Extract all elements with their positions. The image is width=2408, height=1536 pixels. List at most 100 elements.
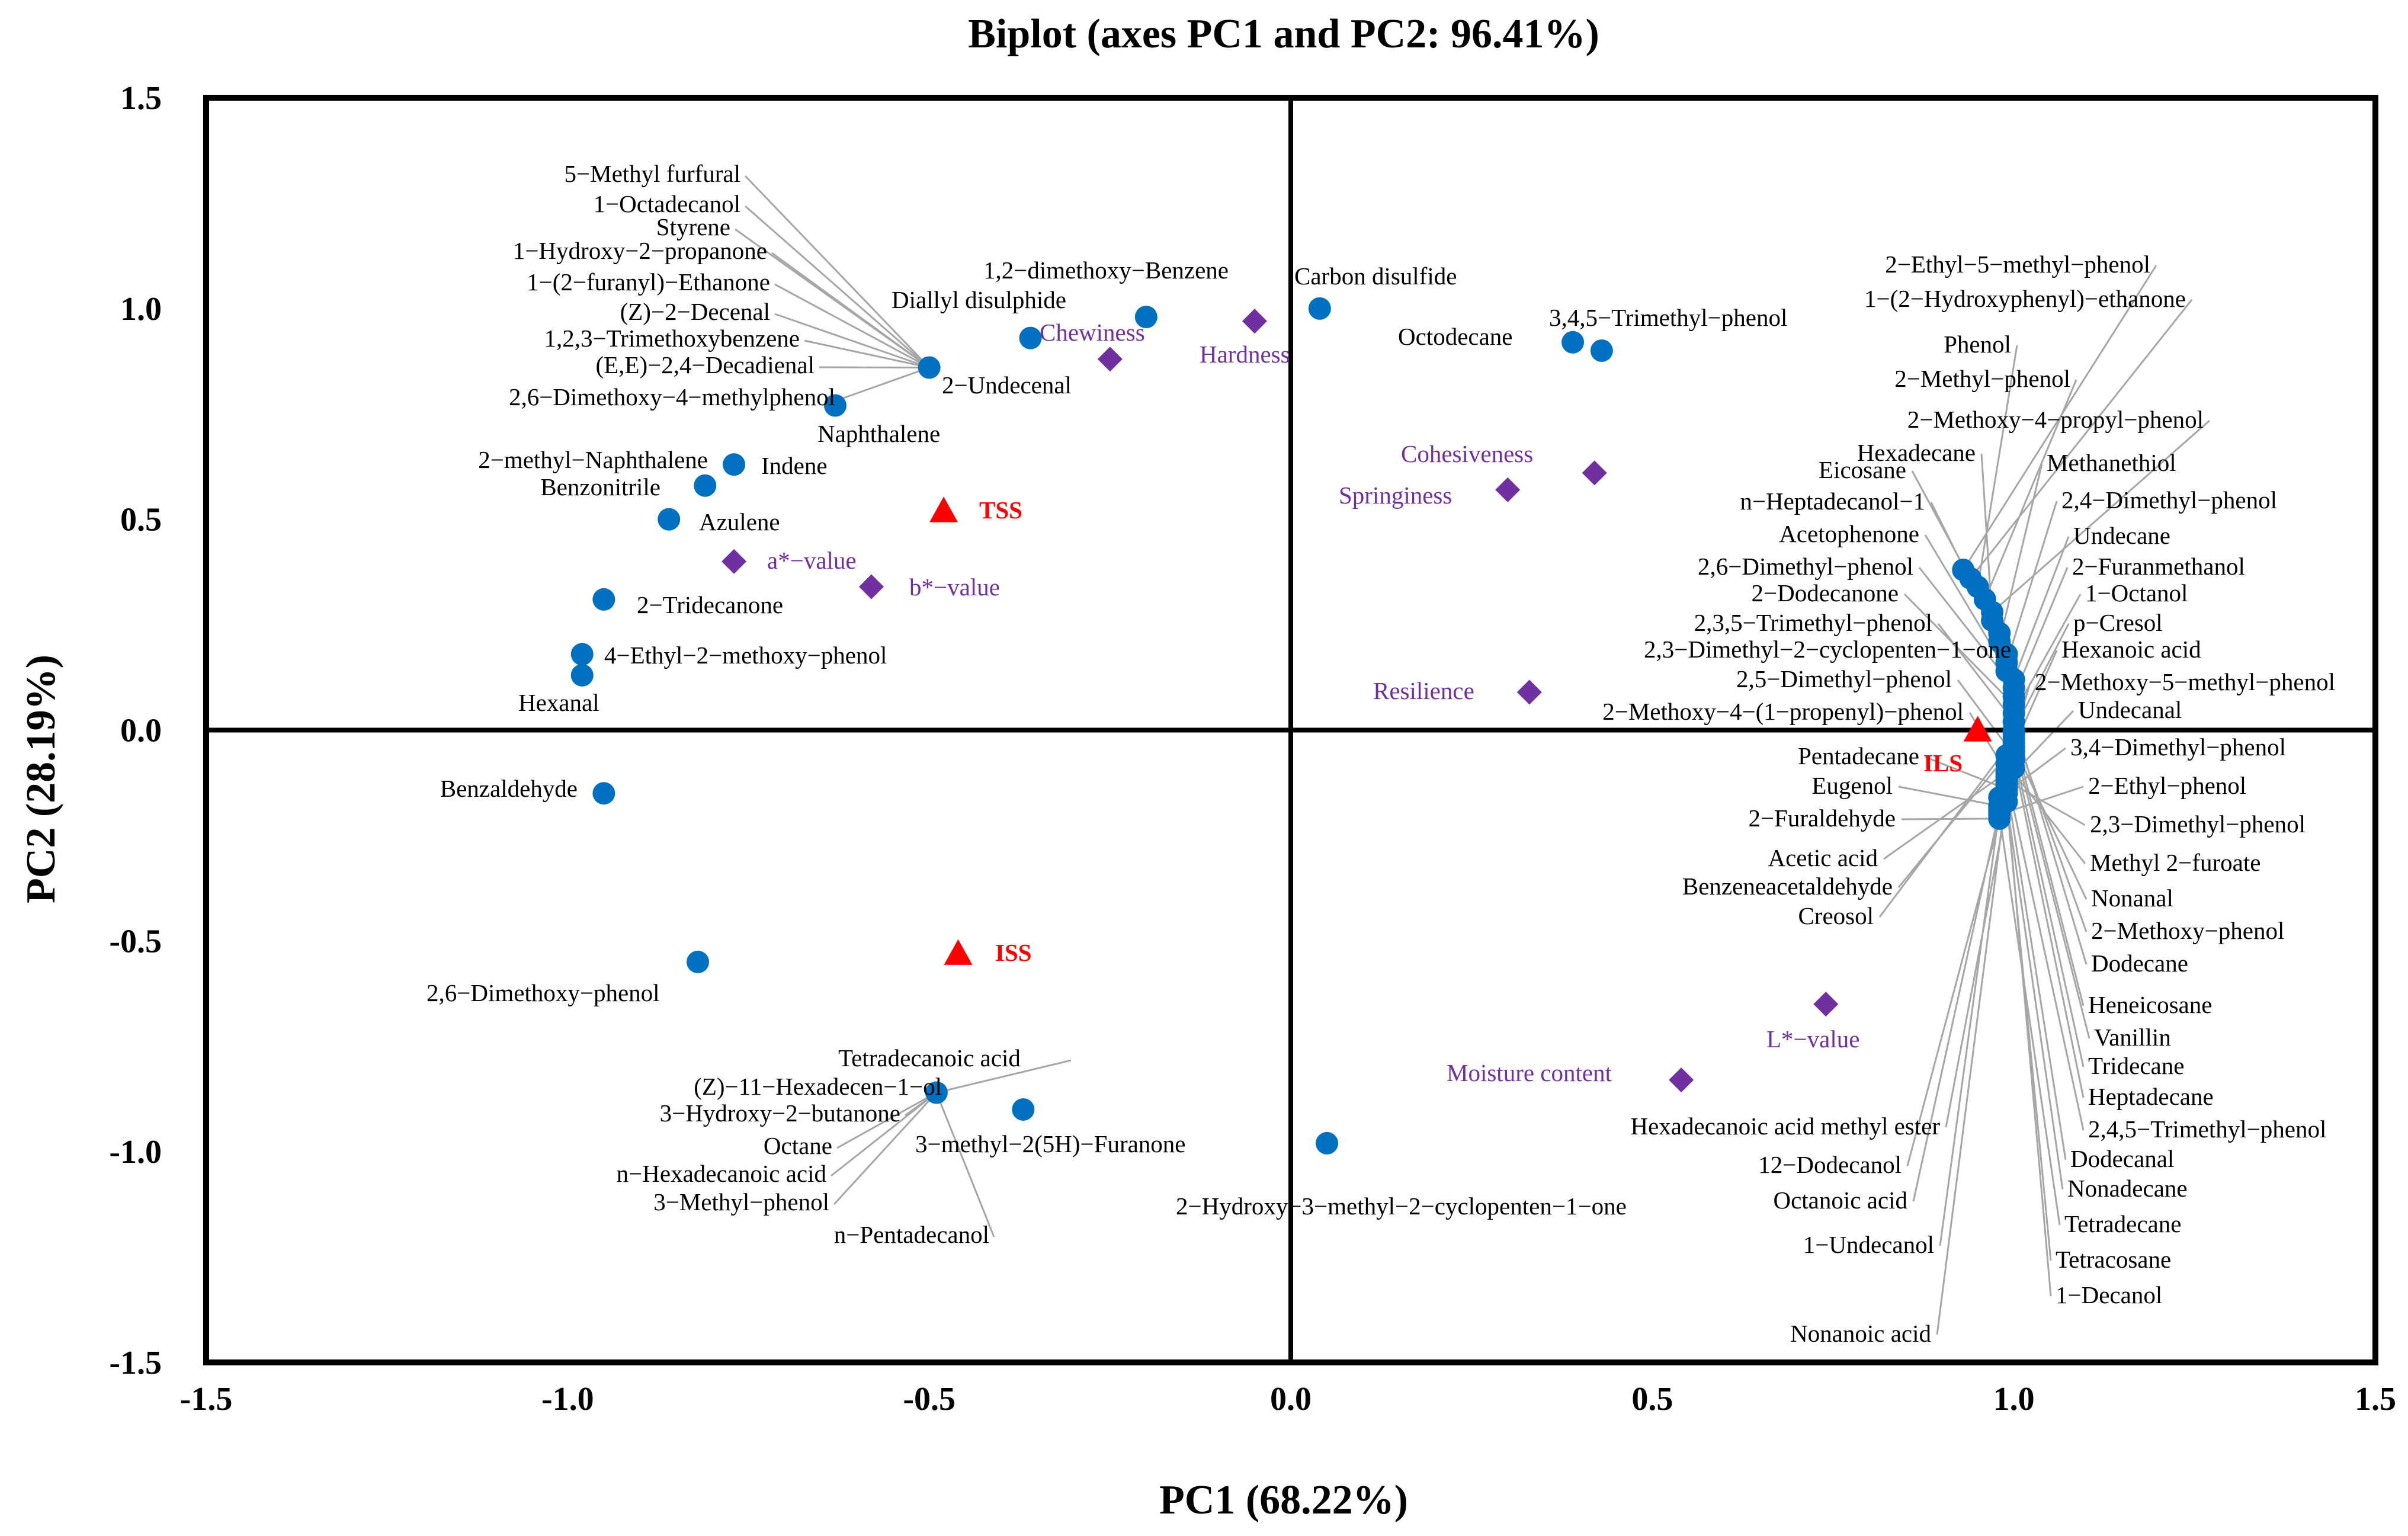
label-1-2-hydroxyphenyl-ethanone: 1−(2−Hydroxyphenyl)−ethanone — [1864, 285, 2186, 312]
label-2-furaldehyde: 2−Furaldehyde — [1748, 804, 1896, 832]
label-1-octanol: 1−Octanol — [2085, 579, 2188, 607]
label-5-methyl-furfural: 5−Methyl furfural — [564, 160, 740, 187]
label-tridecane: Tridecane — [2088, 1052, 2184, 1079]
point-3-methyl-2-5h-furanone — [1012, 1098, 1035, 1121]
leader-line — [1937, 623, 2015, 723]
chart-title: Biplot (axes PC1 and PC2: 96.41%) — [968, 11, 1599, 57]
label-2-dodecanone: 2−Dodecanone — [1751, 579, 1899, 607]
label-2-6-dimethoxy-phenol: 2,6−Dimethoxy−phenol — [427, 979, 660, 1006]
leader-line — [2013, 594, 2082, 714]
plot-frame — [203, 95, 2378, 1365]
label-2-furanmethanol: 2−Furanmethanol — [2072, 553, 2245, 580]
label-diallyl-disulphide: Diallyl disulphide — [892, 286, 1066, 313]
x-tick-label: 1.0 — [1993, 1381, 2035, 1418]
x-axis-label: PC1 (68.22%) — [1159, 1477, 1408, 1523]
point-tss — [929, 496, 958, 522]
label-2-3-dimethyl-2-cyclopenten-1-one: 2,3−Dimethyl−2−cyclopenten−1−one — [1644, 636, 2011, 663]
leader-line — [833, 1092, 937, 1205]
leader-line — [2005, 776, 2085, 1131]
label-undecanal: Undecanal — [2078, 696, 2182, 723]
leader-line — [771, 252, 930, 368]
label-azulene: Azulene — [699, 508, 780, 535]
label-tetradecane: Tetradecane — [2064, 1210, 2181, 1237]
label-1-decanol: 1−Decanol — [2056, 1281, 2162, 1309]
point-2-methyl-naphthalene — [694, 474, 717, 497]
leader-line — [839, 367, 930, 400]
label-2-3-5-trimethyl-phenol: 2,3,5−Trimethyl−phenol — [1694, 609, 1932, 636]
point-2-hydroxy-3-methyl-2-cyclopenten-1-one — [1316, 1131, 1339, 1155]
leader-line — [804, 339, 929, 368]
label-1-hydroxy-2-propanone: 1−Hydroxy−2−propanone — [513, 237, 767, 264]
label-12-dodecanol: 12−Dodecanol — [1758, 1151, 1902, 1178]
point-ils — [1963, 716, 1992, 742]
leader-line — [1992, 419, 2210, 613]
leader-line — [935, 1092, 995, 1237]
leader-line — [2005, 793, 2052, 1297]
label-phenol: Phenol — [1944, 331, 2011, 358]
label-eicosane: Eicosane — [1819, 456, 1906, 483]
label-l-value: L*−value — [1766, 1025, 1859, 1053]
leader-line — [744, 175, 930, 368]
label-1-undecanol: 1−Undecanol — [1803, 1231, 1934, 1258]
y-tick-label: 0.0 — [120, 713, 162, 749]
leader-line — [1878, 737, 2015, 918]
y-tick-label: -1.5 — [109, 1345, 162, 1381]
label-heneicosane: Heneicosane — [2088, 991, 2212, 1018]
point-octodecane — [1561, 331, 1585, 354]
leader-line — [1925, 756, 2008, 790]
leader-line — [2013, 759, 2085, 1098]
leader-line — [1998, 814, 2061, 1226]
point-carbon-disulfide — [1308, 297, 1331, 320]
label-tetradecanoic-acid: Tetradecanoic acid — [838, 1044, 1021, 1072]
x-tick-label: -1.5 — [180, 1381, 233, 1418]
leader-line — [2005, 784, 2067, 1160]
point-a-value — [722, 549, 747, 574]
label-3-4-5-trimethyl-phenol: 3,4,5−Trimethyl−phenol — [1549, 304, 1787, 331]
label-p-cresol: p−Cresol — [2073, 609, 2163, 636]
label-nonanal: Nonanal — [2091, 884, 2173, 912]
label-3-methyl-phenol: 3−Methyl−phenol — [653, 1188, 829, 1216]
label-2-methyl-naphthalene: 2−methyl−Naphthalene — [478, 446, 708, 473]
label-1-2-dimethoxy-benzene: 1,2−dimethoxy−Benzene — [983, 256, 1229, 284]
label-carbon-disulfide: Carbon disulfide — [1294, 262, 1457, 290]
y-tick-label: 1.0 — [120, 291, 162, 328]
leader-line — [1883, 771, 2008, 860]
label-n-hexadecanoic-acid: n−Hexadecanoic acid — [617, 1160, 826, 1187]
label-methanethiol: Methanethiol — [2047, 449, 2176, 476]
x-tick-label: 0.0 — [1270, 1381, 1312, 1418]
point-4-ethyl-2-methoxy-phenol — [570, 643, 594, 666]
point-hardness — [1242, 309, 1267, 334]
label-4-ethyl-2-methoxy-phenol: 4−Ethyl−2−methoxy−phenol — [604, 642, 887, 669]
label-z-11-hexadecen-1-ol: (Z)−11−Hexadecen−1−ol — [694, 1073, 942, 1100]
point-hexanal — [570, 663, 594, 687]
label-z-2-decenal: (Z)−2−Decenal — [620, 298, 770, 325]
point-resilience — [1516, 679, 1542, 705]
label-2-ethyl-5-methyl-phenol: 2−Ethyl−5−methyl−phenol — [1885, 251, 2150, 278]
label-chewiness: Chewiness — [1040, 319, 1145, 346]
leader-line — [1939, 810, 2000, 1246]
label-3-hydroxy-2-butanone: 3−Hydroxy−2−butanone — [660, 1099, 900, 1127]
label-1-2-3-trimethoxybenzene: 1,2,3−Trimethoxybenzene — [544, 325, 800, 352]
y-tick-label: 0.5 — [120, 502, 162, 538]
leader-line — [2013, 751, 2085, 1067]
label-pentadecane: Pentadecane — [1798, 742, 1919, 769]
point-b-value — [859, 574, 884, 599]
leader-line — [2013, 746, 2088, 900]
leader-line — [1984, 379, 2077, 600]
label-resilience: Resilience — [1373, 677, 1474, 704]
point-octanoic-acid — [1988, 799, 2011, 822]
label-e-e-2-4-decadienal: (E,E)−2,4−Decadienal — [595, 351, 815, 379]
label-n-heptadecanol-1: n−Heptadecanol−1 — [1740, 488, 1925, 515]
leader-line — [836, 1092, 937, 1149]
point-cohesiveness — [1582, 460, 1607, 486]
leader-line — [831, 1092, 937, 1177]
data-points — [570, 297, 2025, 1155]
point-diallyl-disulphide — [1019, 326, 1042, 349]
label-tetracosane: Tetracosane — [2056, 1246, 2171, 1273]
leader-line — [2013, 734, 2085, 1006]
label-3-methyl-2-5h-furanone: 3−methyl−2(5H)−Furanone — [915, 1130, 1186, 1157]
label-1-2-furanyl-ethanone: 1−(2−furanyl)−Ethanone — [527, 268, 770, 296]
label-2-methoxy-phenol: 2−Methoxy−phenol — [2091, 917, 2284, 944]
